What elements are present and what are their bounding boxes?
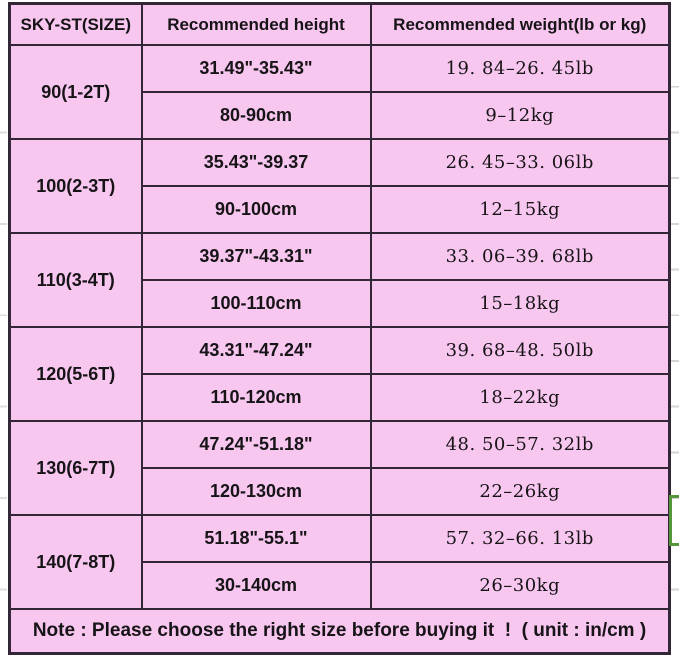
weight-kg-cell: 15–18kg [369, 279, 671, 328]
header-height: Recommended height [140, 2, 372, 46]
table-row: 110-120cm 18–22kg [10, 373, 671, 422]
weight-kg-cell: 9–12kg [369, 91, 671, 140]
weight-lb-cell: 57. 32–66. 13lb [369, 514, 671, 563]
table-row: 130(6-7T) 47.24"-51.18" 48. 50–57. 32lb [8, 420, 671, 516]
weight-lb-cell: 33. 06–39. 68lb [369, 232, 671, 281]
table-row: 110(3-4T) 39.37"-43.31" 33. 06–39. 68lb [8, 232, 671, 328]
height-cm-cell: 90-100cm [140, 185, 372, 234]
table-row: 90-100cm 12–15kg [10, 185, 671, 234]
table-row: 90(1-2T) 31.49"-35.43" 19. 84–26. 45lb [8, 44, 671, 140]
size-cell: 140(7-8T) [8, 514, 143, 610]
size-chart-table: SKY-ST(SIZE) Recommended height Recommen… [8, 2, 671, 655]
note-row: Note : Please choose the right size befo… [8, 608, 671, 655]
table-row: 80-90cm 9–12kg [10, 91, 671, 140]
spreadsheet-gridlines-left [0, 42, 7, 634]
selected-cell-indicator [669, 495, 679, 546]
table-row: 30-140cm 26–30kg [10, 561, 671, 610]
weight-lb-cell: 26. 45–33. 06lb [369, 138, 671, 187]
height-in-cell: 35.43"-39.37 [140, 138, 372, 187]
weight-kg-cell: 12–15kg [369, 185, 671, 234]
table-row: 100(2-3T) 35.43"-39.37 26. 45–33. 06lb [8, 138, 671, 234]
weight-lb-cell: 19. 84–26. 45lb [369, 44, 671, 93]
weight-kg-cell: 26–30kg [369, 561, 671, 610]
height-in-cell: 51.18"-55.1" [140, 514, 372, 563]
height-cm-cell: 30-140cm [140, 561, 372, 610]
table-row: 140(7-8T) 51.18"-55.1" 57. 32–66. 13lb [8, 514, 671, 610]
size-cell: 90(1-2T) [8, 44, 143, 140]
height-cm-cell: 110-120cm [140, 373, 372, 422]
note-text: Note : Please choose the right size befo… [8, 608, 671, 655]
size-cell: 110(3-4T) [8, 232, 143, 328]
height-in-cell: 39.37"-43.31" [140, 232, 372, 281]
height-cm-cell: 120-130cm [140, 467, 372, 516]
weight-lb-cell: 48. 50–57. 32lb [369, 420, 671, 469]
table-row: 120-130cm 22–26kg [10, 467, 671, 516]
weight-kg-cell: 18–22kg [369, 373, 671, 422]
height-in-cell: 43.31"-47.24" [140, 326, 372, 375]
height-cm-cell: 80-90cm [140, 91, 372, 140]
table-row: 120(5-6T) 43.31"-47.24" 39. 68–48. 50lb [8, 326, 671, 422]
size-cell: 130(6-7T) [8, 420, 143, 516]
header-row: SKY-ST(SIZE) Recommended height Recommen… [8, 2, 671, 46]
header-weight: Recommended weight(lb or kg) [369, 2, 671, 46]
size-cell: 120(5-6T) [8, 326, 143, 422]
header-size: SKY-ST(SIZE) [8, 2, 143, 46]
size-cell: 100(2-3T) [8, 138, 143, 234]
spreadsheet-gridlines-right [669, 42, 679, 634]
height-in-cell: 31.49"-35.43" [140, 44, 372, 93]
height-cm-cell: 100-110cm [140, 279, 372, 328]
height-in-cell: 47.24"-51.18" [140, 420, 372, 469]
weight-lb-cell: 39. 68–48. 50lb [369, 326, 671, 375]
weight-kg-cell: 22–26kg [369, 467, 671, 516]
table-row: 100-110cm 15–18kg [10, 279, 671, 328]
